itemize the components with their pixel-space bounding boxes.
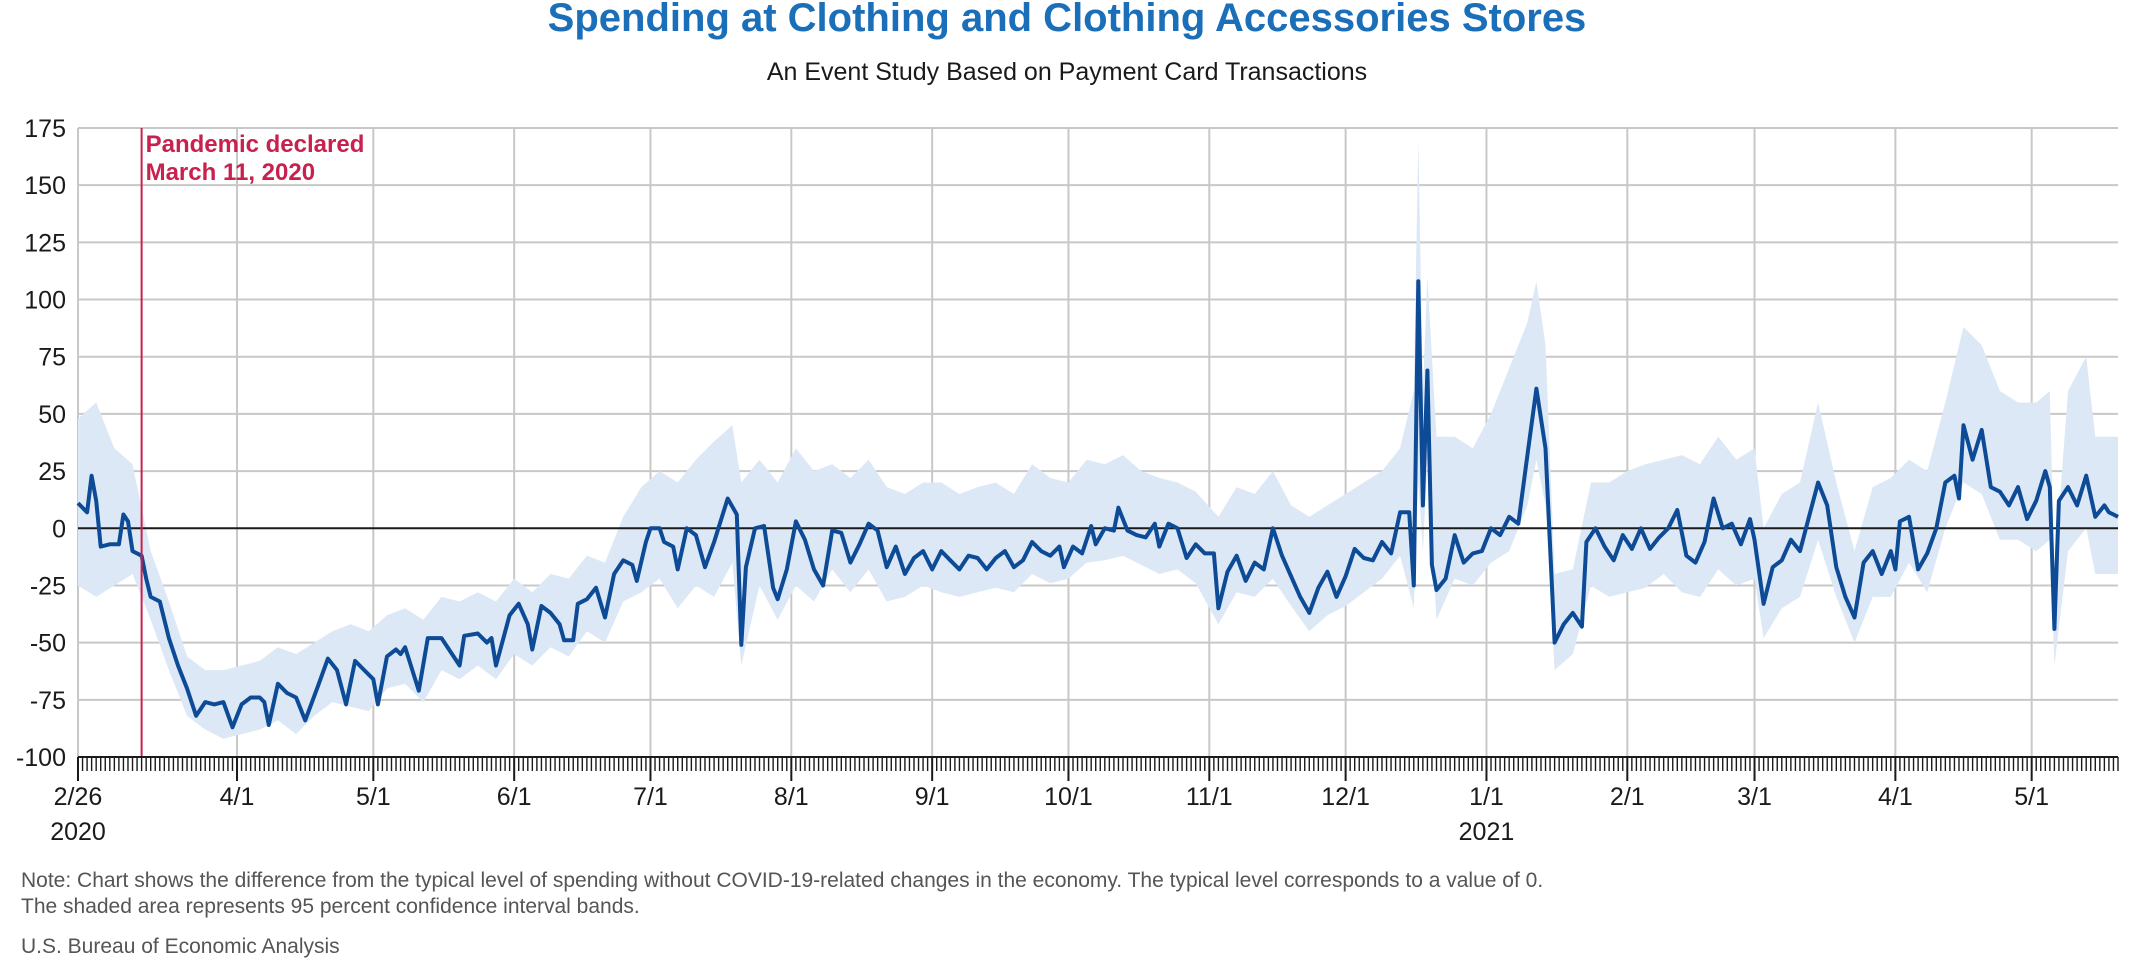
- y-tick-label: 50: [38, 401, 66, 429]
- x-tick-label: 12/1: [1321, 783, 1370, 811]
- x-tick-label: 9/1: [915, 783, 950, 811]
- x-tick-label: 2/26: [54, 783, 103, 811]
- annotation-line-2: March 11, 2020: [146, 159, 315, 186]
- annotation-line-1: Pandemic declared: [146, 131, 365, 158]
- chart-subtitle: An Event Study Based on Payment Card Tra…: [766, 58, 1368, 86]
- x-axis: 2/26 2020 4/1 5/1 6/1 7/1 8/1 9/1 10/1 11/1 12/1 1/…: [50, 756, 2119, 846]
- x-tick-label: 4/1: [220, 783, 255, 811]
- confidence-band: [78, 139, 2118, 739]
- y-tick-label: -100: [16, 744, 66, 772]
- x-tick-label: 4/1: [1878, 783, 1913, 811]
- x-tick-label: 3/1: [1737, 783, 1772, 811]
- note-line-1: Note: Chart shows the difference from th…: [21, 869, 1544, 892]
- x-tick-label: 6/1: [497, 783, 532, 811]
- y-tick-label: 125: [24, 229, 66, 257]
- y-tick-label: -25: [30, 572, 66, 600]
- x-tick-label: 2/1: [1610, 783, 1645, 811]
- y-tick-label: 75: [38, 344, 66, 372]
- x-tick-year-label: 2021: [1459, 818, 1515, 846]
- y-axis-ticks: 175 150 125 100 75 50 25 0 -25 -50 -75 -100: [16, 115, 66, 772]
- x-tick-label: 8/1: [774, 783, 809, 811]
- y-tick-label: 175: [24, 115, 66, 143]
- x-tick-label: 5/1: [356, 783, 391, 811]
- x-tick-year-label: 2020: [50, 818, 106, 846]
- source-label: U.S. Bureau of Economic Analysis: [21, 935, 340, 958]
- x-tick-label: 10/1: [1044, 783, 1093, 811]
- y-tick-label: 100: [24, 287, 66, 315]
- confidence-band-area: [78, 139, 2118, 739]
- chart-title: Spending at Clothing and Clothing Access…: [547, 0, 1587, 40]
- y-tick-label: 25: [38, 458, 66, 486]
- chart-note: Note: Chart shows the difference from th…: [21, 868, 2111, 920]
- y-tick-label: 0: [52, 515, 66, 543]
- x-tick-label: 1/1: [1469, 783, 1504, 811]
- note-line-2: The shaded area represents 95 percent co…: [21, 895, 640, 918]
- x-tick-label: 7/1: [633, 783, 668, 811]
- x-tick-label: 5/1: [2014, 783, 2049, 811]
- series-line: [76, 279, 2119, 730]
- y-tick-label: 150: [24, 172, 66, 200]
- y-tick-label: -75: [30, 687, 66, 715]
- y-tick-label: -50: [30, 630, 66, 658]
- spending-line: [76, 279, 2119, 730]
- x-tick-label: 11/1: [1186, 783, 1233, 811]
